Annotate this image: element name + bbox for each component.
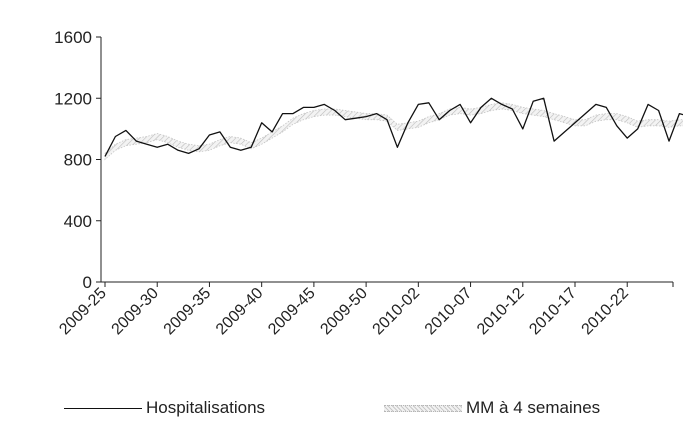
x-tick-label: 2009-25	[56, 285, 110, 339]
legend-item-hospitalisations: Hospitalisations	[64, 398, 265, 418]
series-line-path	[104, 97, 683, 157]
legend-label: MM à 4 semaines	[466, 398, 601, 417]
y-tick-label: 400	[64, 212, 92, 231]
legend: Hospitalisations MM à 4 semaines	[0, 398, 683, 422]
x-tick-label: 2010-02	[370, 285, 424, 339]
axes	[100, 37, 673, 283]
y-axis-ticks: 0 400 800 1200 1600	[54, 28, 101, 292]
y-tick-label: 800	[64, 151, 92, 170]
y-tick-label: 0	[83, 273, 92, 292]
legend-label: Hospitalisations	[146, 398, 266, 417]
x-tick-label: 2010-22	[579, 285, 633, 339]
y-tick-label: 1200	[54, 89, 92, 108]
series-band-area	[104, 102, 683, 161]
x-tick-label: 2009-50	[317, 285, 371, 339]
x-axis-ticks: 2009-252009-302009-352009-402009-452009-…	[56, 282, 674, 339]
legend-swatch-band	[384, 404, 462, 412]
legend-swatch-line	[64, 407, 142, 409]
x-tick-label: 2009-35	[161, 285, 215, 339]
series-hospitalisations	[104, 97, 683, 157]
x-tick-label: 2009-40	[213, 285, 267, 339]
series-moving-average	[104, 102, 683, 161]
x-tick-label: 2010-17	[526, 285, 580, 339]
x-tick-label: 2009-45	[265, 285, 319, 339]
x-tick-label: 2010-12	[474, 285, 528, 339]
x-tick-label: 2009-30	[109, 285, 163, 339]
legend-item-moving-average: MM à 4 semaines	[384, 398, 600, 418]
y-tick-label: 1600	[54, 28, 92, 47]
x-tick-label: 2010-07	[422, 285, 476, 339]
